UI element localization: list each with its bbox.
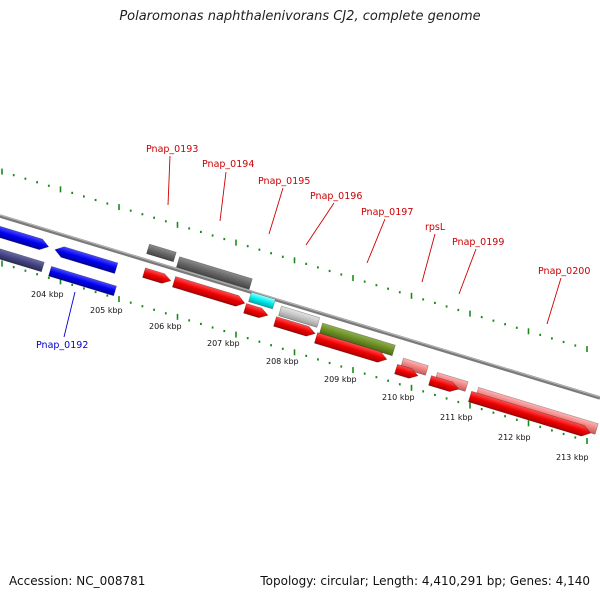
gene-labels: Pnap_0192 Pnap_0193 Pnap_0194 Pnap_0195 …	[36, 144, 590, 351]
gene-pnap-0195	[248, 291, 276, 310]
gene-rpsl	[400, 357, 429, 376]
gene-red-1	[142, 267, 172, 284]
kbp-label: 210 kbp	[382, 393, 415, 402]
gene-label-pnap-0195[interactable]: Pnap_0195	[258, 176, 310, 187]
kbp-label: 211 kbp	[440, 413, 473, 422]
footer-accession: Accession: NC_008781	[9, 574, 146, 588]
kbp-label: 212 kbp	[498, 433, 531, 442]
leader-rpsl	[421, 233, 436, 283]
gene-label-pnap-0200[interactable]: Pnap_0200	[538, 266, 590, 277]
gene-red-6	[394, 363, 419, 379]
kbp-label: 213 kbp	[556, 453, 589, 462]
gene-pnap-0197	[319, 322, 396, 357]
gene-red-4	[273, 316, 316, 337]
kbp-label: 207 kbp	[207, 339, 240, 348]
leader-pnap-0200	[546, 277, 562, 325]
genome-backbone	[0, 214, 600, 400]
leader-pnap-0196	[305, 202, 335, 246]
kbp-label: 208 kbp	[266, 357, 299, 366]
leader-pnap-0195	[268, 187, 284, 235]
gene-red-7	[428, 375, 460, 392]
gene-label-pnap-0197[interactable]: Pnap_0197	[361, 207, 413, 218]
gene-pnap-0193-top	[146, 243, 177, 263]
gene-blue-upper	[0, 224, 50, 250]
upper-tick-track	[1, 168, 588, 353]
genome-backbone-highlight	[0, 214, 600, 398]
gene-navy-lower	[0, 247, 45, 273]
gene-blue-lower-2	[48, 266, 117, 297]
gene-pnap-0194	[176, 256, 253, 290]
gene-red-5	[314, 332, 388, 363]
kbp-label: 204 kbp	[31, 290, 64, 299]
label-leader-lines	[63, 155, 562, 338]
leader-pnap-0197	[366, 218, 386, 264]
kbp-scale-labels: 204 kbp 205 kbp 206 kbp 207 kbp 208 kbp …	[31, 290, 589, 462]
kbp-label: 206 kbp	[149, 322, 182, 331]
leader-pnap-0199	[458, 248, 477, 295]
gene-pnap-0192	[54, 246, 119, 274]
kbp-label: 205 kbp	[90, 306, 123, 315]
gene-pnap-0196	[278, 305, 321, 328]
footer-topology: Topology: circular; Length: 4,410,291 bp…	[260, 574, 590, 588]
gene-red-3	[243, 303, 269, 319]
gene-red-2	[172, 276, 246, 307]
gene-features	[0, 224, 599, 437]
gene-red-8	[468, 390, 592, 437]
gene-label-rpsl[interactable]: rpsL	[425, 222, 446, 233]
gene-label-pnap-0194[interactable]: Pnap_0194	[202, 159, 254, 170]
lower-tick-track	[1, 260, 588, 445]
gene-label-pnap-0192[interactable]: Pnap_0192	[36, 340, 88, 351]
map-title: Polaromonas naphthalenivorans CJ2, compl…	[119, 9, 481, 24]
leader-pnap-0194	[219, 171, 227, 222]
gene-label-pnap-0196[interactable]: Pnap_0196	[310, 191, 362, 202]
gene-label-pnap-0199[interactable]: Pnap_0199	[452, 237, 504, 248]
kbp-label: 209 kbp	[324, 375, 357, 384]
gene-label-pnap-0193[interactable]: Pnap_0193	[146, 144, 198, 155]
leader-pnap-0193	[167, 155, 171, 206]
leader-pnap-0192	[63, 291, 76, 338]
